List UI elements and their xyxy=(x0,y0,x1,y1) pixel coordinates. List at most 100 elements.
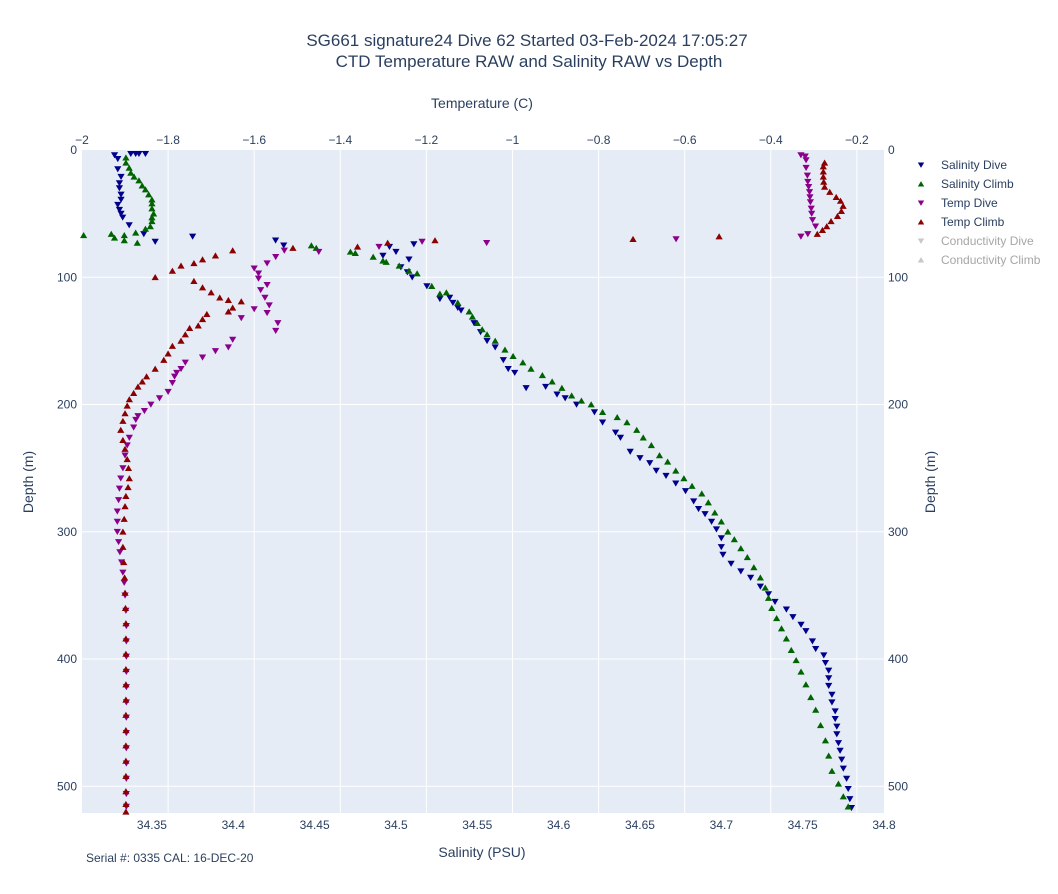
data-point xyxy=(787,646,795,653)
data-point xyxy=(483,331,491,338)
data-point xyxy=(771,598,779,605)
data-point xyxy=(717,544,725,551)
data-point xyxy=(173,369,181,376)
data-point xyxy=(160,356,168,363)
data-point xyxy=(446,294,454,301)
data-point xyxy=(148,200,156,207)
data-point xyxy=(812,706,820,713)
data-point xyxy=(662,472,670,480)
gridlines xyxy=(82,150,884,813)
data-point xyxy=(121,574,129,581)
legend-label: Conductivity Climb xyxy=(941,253,1041,267)
data-point xyxy=(473,319,481,326)
data-point xyxy=(808,217,817,224)
data-point xyxy=(819,168,827,175)
data-point xyxy=(134,413,142,420)
data-point xyxy=(122,635,130,642)
x2-tick-label: −0.2 xyxy=(845,133,869,147)
legend-label: Conductivity Dive xyxy=(941,234,1034,248)
data-point xyxy=(694,505,703,513)
plot-background xyxy=(82,150,884,813)
data-point xyxy=(124,483,132,491)
data-point xyxy=(177,365,185,373)
data-point xyxy=(122,727,130,734)
data-point xyxy=(836,197,845,204)
data-point xyxy=(198,354,207,361)
y-tick-label: 200 xyxy=(57,398,77,412)
data-point xyxy=(823,223,831,230)
data-point xyxy=(115,485,124,492)
data-point xyxy=(789,614,797,621)
data-point xyxy=(122,665,130,673)
data-point xyxy=(831,708,839,715)
x-tick-label: 34.45 xyxy=(300,818,330,832)
data-point xyxy=(825,752,833,759)
data-point xyxy=(122,650,130,657)
data-point xyxy=(839,793,847,800)
legend-item-temp-climb[interactable]: Temp Climb xyxy=(917,215,1005,229)
x2-tick-label: −1.4 xyxy=(328,133,352,147)
data-point xyxy=(122,681,130,688)
data-point xyxy=(125,396,133,403)
x-axis-title: Salinity (PSU) xyxy=(438,844,525,860)
legend[interactable]: Salinity Dive Salinity Climb Temp Dive Temp… xyxy=(917,158,1041,267)
legend-item-salinity-climb[interactable]: Salinity Climb xyxy=(917,177,1014,191)
data-point xyxy=(114,497,123,504)
data-point xyxy=(825,675,833,682)
data-point xyxy=(707,518,716,525)
data-point xyxy=(820,652,828,659)
data-point xyxy=(114,166,122,173)
data-point xyxy=(501,346,509,353)
data-point xyxy=(837,207,845,214)
data-point xyxy=(629,235,637,242)
data-point xyxy=(254,270,263,277)
data-point xyxy=(121,410,129,417)
data-point xyxy=(122,696,130,703)
data-points[interactable] xyxy=(80,150,856,815)
legend-item-conductivity-dive[interactable]: Conductivity Dive xyxy=(917,234,1034,248)
data-point xyxy=(764,594,773,601)
data-point xyxy=(806,199,814,206)
data-point xyxy=(272,254,280,261)
data-point xyxy=(141,225,150,232)
data-point xyxy=(782,606,790,613)
triangle-down-icon xyxy=(917,200,925,206)
data-point xyxy=(802,628,810,635)
data-point xyxy=(730,536,738,543)
y2-axis-title: Depth (m) xyxy=(922,451,938,513)
data-point xyxy=(816,721,825,729)
legend-item-salinity-dive[interactable]: Salinity Dive xyxy=(917,158,1008,172)
data-point xyxy=(457,307,465,314)
data-point xyxy=(122,772,130,779)
data-point xyxy=(120,579,128,586)
data-point xyxy=(271,237,280,244)
data-point xyxy=(382,258,390,265)
x2-tick-label: −0.6 xyxy=(673,133,697,147)
data-point xyxy=(224,296,232,304)
data-point xyxy=(819,173,827,180)
data-point xyxy=(825,667,833,674)
legend-item-conductivity-climb[interactable]: Conductivity Climb xyxy=(917,253,1041,267)
data-point xyxy=(168,267,177,274)
data-point xyxy=(216,294,224,301)
x-tick-label: 34.65 xyxy=(625,818,655,832)
data-point xyxy=(616,434,625,441)
data-point xyxy=(237,298,245,305)
data-point xyxy=(782,635,790,642)
data-point xyxy=(177,262,185,269)
legend-item-temp-dive[interactable]: Temp Dive xyxy=(917,196,998,210)
legend-label: Salinity Climb xyxy=(941,177,1014,191)
data-point xyxy=(263,260,271,267)
data-point xyxy=(802,681,810,688)
data-point xyxy=(121,445,129,452)
data-point xyxy=(211,252,220,259)
data-point xyxy=(117,191,125,198)
data-point xyxy=(639,434,647,441)
data-point xyxy=(168,379,177,387)
y-tick-label: 100 xyxy=(57,270,77,284)
data-point xyxy=(130,389,138,396)
data-point xyxy=(509,352,517,360)
data-point xyxy=(828,767,836,774)
data-point xyxy=(504,365,512,373)
data-point xyxy=(114,539,123,546)
